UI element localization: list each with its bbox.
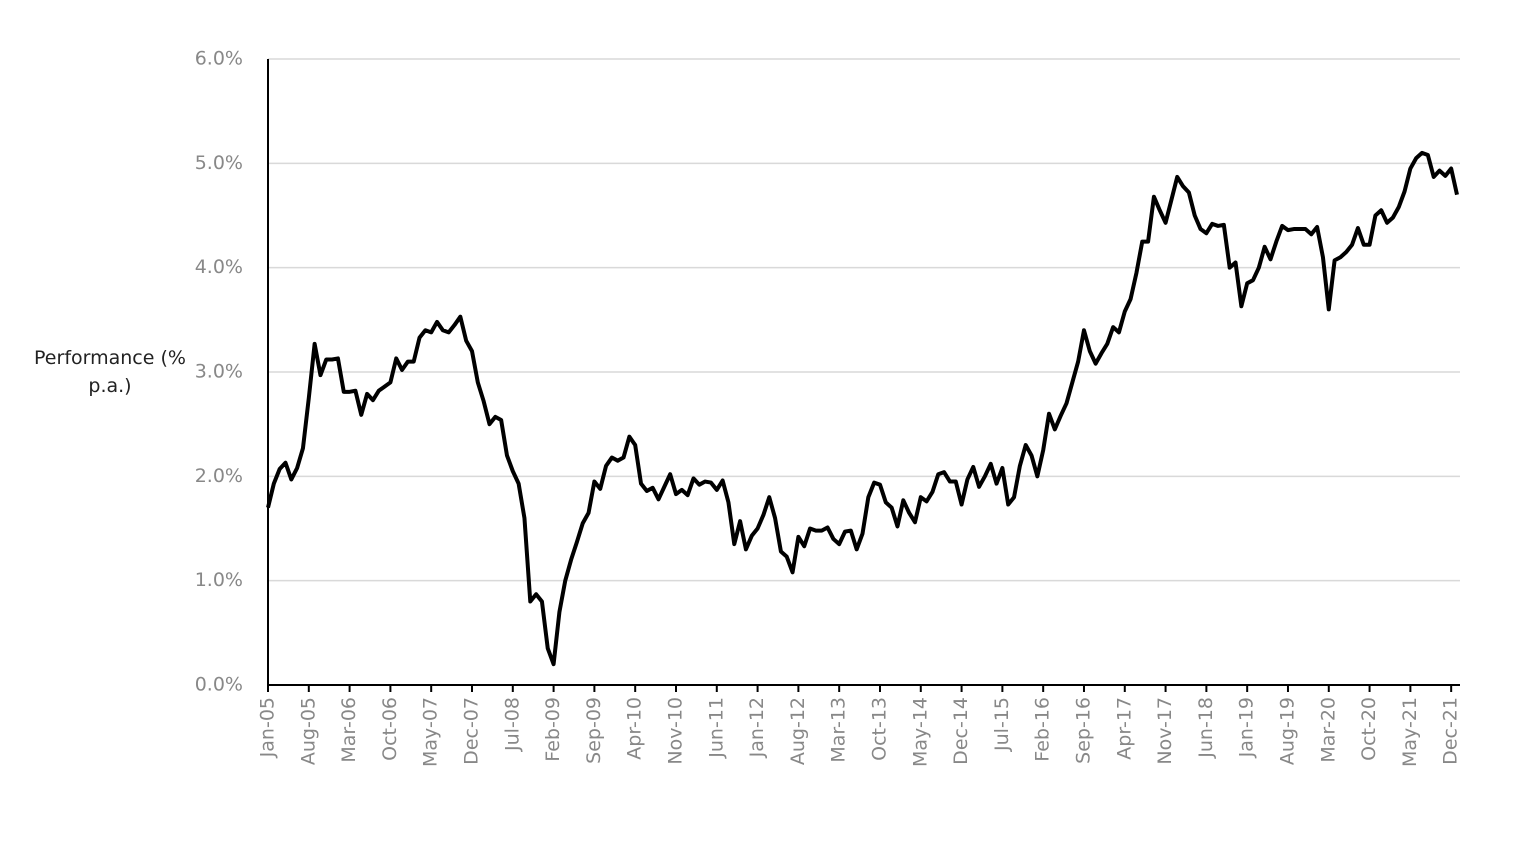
x-tick-label: Mar-20	[1317, 697, 1339, 763]
x-tick-label: Aug-19	[1276, 697, 1298, 765]
x-tick-label: Apr-17	[1113, 697, 1135, 760]
x-tick-label: Sep-16	[1072, 697, 1094, 764]
x-tick-label: May-21	[1399, 697, 1421, 767]
x-tick-label: Jan-05	[257, 697, 279, 758]
x-tick-label: Dec-14	[950, 697, 972, 765]
y-axis-label: Performance (% p.a.)	[34, 347, 186, 397]
x-tick-label: May-07	[420, 697, 442, 767]
x-tick-label: Feb-16	[1032, 697, 1054, 762]
x-tick-label: Aug-05	[297, 697, 319, 765]
x-tick-label: Jan-19	[1236, 697, 1258, 758]
x-tick-label: Oct-13	[868, 697, 890, 761]
x-tick-label: Jul-15	[991, 697, 1013, 752]
x-tick-label: Aug-12	[787, 697, 809, 765]
x-tick-label: Jun-11	[705, 697, 727, 759]
x-tick-label: Mar-06	[338, 697, 360, 763]
x-tick-label: Mar-13	[828, 697, 850, 763]
x-tick-label: Dec-07	[460, 697, 482, 765]
y-tick-label: 4.0%	[195, 256, 243, 278]
y-tick-label: 3.0%	[195, 361, 243, 383]
series-line	[266, 150, 1459, 667]
x-tick-label: Jul-08	[501, 697, 523, 752]
y-tick-label: 1.0%	[195, 569, 243, 591]
x-tick-label: Jan-12	[746, 697, 768, 758]
y-tick-label: 5.0%	[195, 152, 243, 174]
y-tick-label: 6.0%	[195, 48, 243, 70]
x-tick-label: Dec-21	[1440, 697, 1462, 765]
x-tick-label: May-14	[909, 697, 931, 767]
x-tick-label: Feb-09	[542, 697, 564, 762]
y-tick-label: 2.0%	[195, 465, 243, 487]
y-tick-label: 0.0%	[195, 674, 243, 696]
x-tick-label: Nov-10	[664, 697, 686, 765]
x-tick-label: Jun-18	[1195, 697, 1217, 759]
x-tick-label: Nov-17	[1154, 697, 1176, 765]
x-tick-label: Oct-06	[379, 697, 401, 761]
x-tick-label: Sep-09	[583, 697, 605, 764]
x-tick-label: Apr-10	[624, 697, 646, 760]
x-tick-label: Oct-20	[1358, 697, 1380, 761]
